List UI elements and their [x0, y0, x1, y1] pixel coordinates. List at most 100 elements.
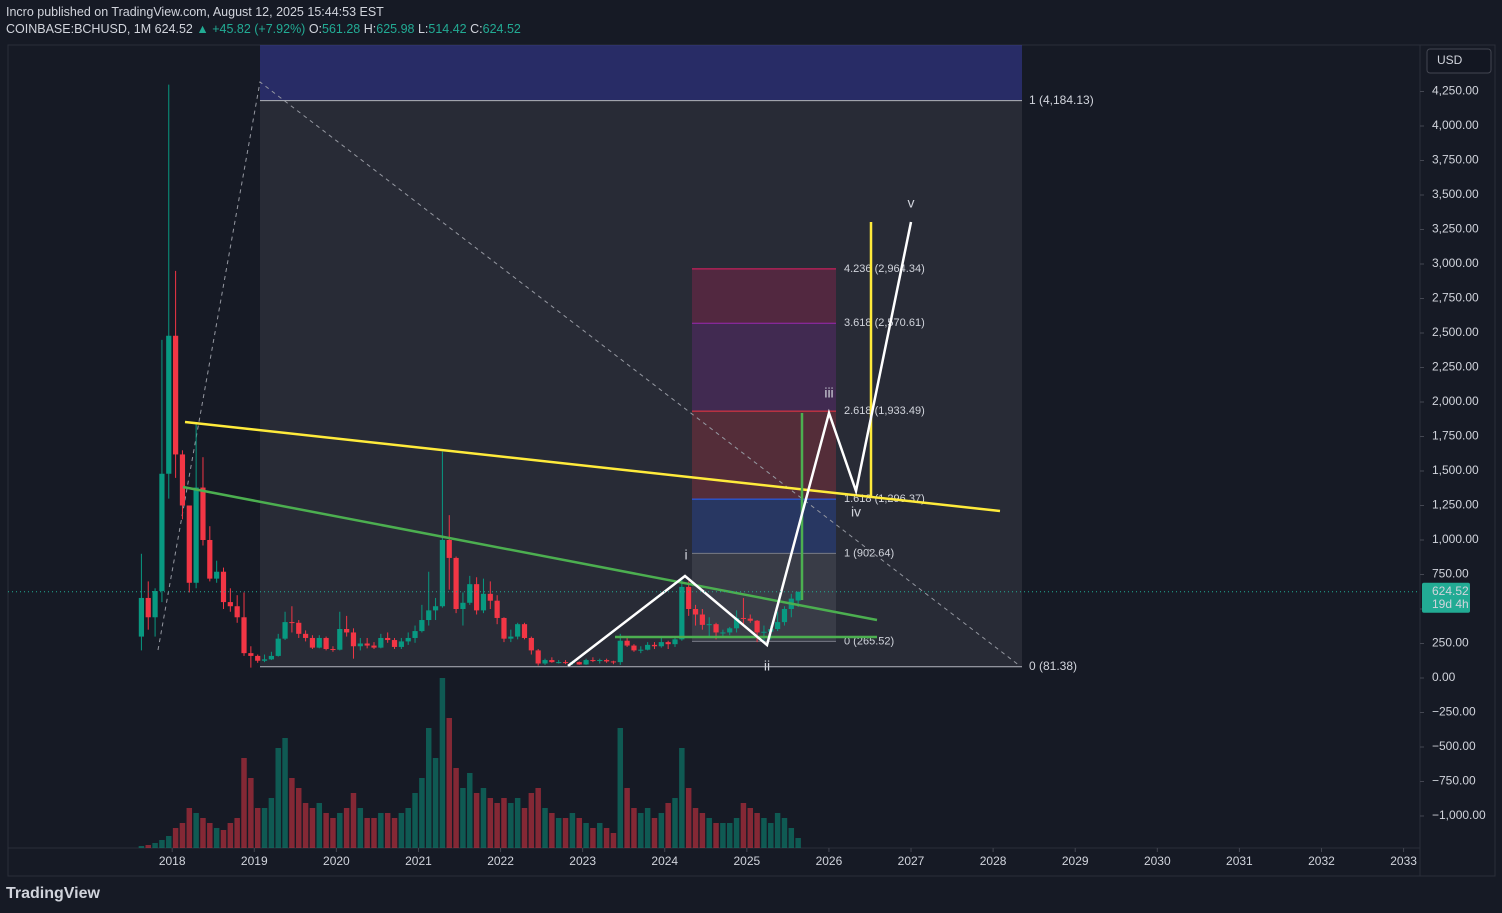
volume-bar: [761, 818, 767, 848]
ohlc-value: 561.28: [322, 22, 361, 36]
volume-bar: [535, 788, 541, 848]
candle-body: [316, 637, 322, 648]
volume-bar: [213, 828, 220, 848]
candle-body: [412, 631, 418, 638]
fib-label: 1 (4,184.13): [1029, 93, 1094, 107]
candle-body: [275, 638, 281, 656]
y-tick-label: 3,750.00: [1432, 153, 1479, 167]
volume-bar: [241, 758, 247, 848]
candle-body: [597, 660, 603, 662]
candle-body: [651, 644, 658, 647]
volume-bar: [296, 788, 302, 848]
volume-bar: [398, 813, 405, 848]
fib-band: [692, 323, 836, 412]
candle-body: [405, 637, 411, 642]
candle-body: [166, 335, 172, 474]
candle-body: [542, 660, 548, 664]
y-tick-label: 3,000.00: [1432, 256, 1479, 270]
y-tick-label: 3,500.00: [1432, 187, 1479, 201]
x-tick-label: 2030: [1144, 854, 1171, 868]
x-tick-label: 2029: [1062, 854, 1089, 868]
y-tick-label: 2,500.00: [1432, 325, 1479, 339]
volume-bar: [248, 778, 254, 848]
candle-body: [378, 637, 384, 648]
candle-body: [720, 632, 726, 634]
candle-body: [385, 637, 391, 641]
last-price: 624.52: [154, 22, 193, 36]
candle-body: [494, 600, 500, 618]
volume-bar: [159, 840, 165, 848]
candle-body: [638, 649, 644, 651]
volume-bar: [740, 803, 747, 848]
x-tick-label: 2021: [405, 854, 432, 868]
candles: [138, 84, 801, 668]
ohlc: O:561.28 H:625.98 L:514.42 C:624.52: [309, 22, 521, 36]
volume-bar: [781, 818, 788, 848]
volume-bar: [795, 838, 801, 848]
change: ▲ +45.82 (+7.92%): [196, 22, 306, 36]
volume-bar: [350, 793, 357, 848]
candle-body: [576, 662, 582, 665]
volume-bar: [685, 788, 692, 848]
volume-bar: [138, 846, 145, 848]
candle-body: [323, 637, 329, 650]
candle-body: [583, 660, 589, 665]
fib-zone: [260, 45, 1022, 667]
volume-bar: [316, 803, 323, 848]
price-tag: [1422, 582, 1470, 613]
countdown: 19d 4h: [1432, 597, 1469, 611]
volume-bar: [282, 738, 288, 848]
volume-bar: [610, 833, 617, 848]
candle-body: [357, 643, 363, 647]
y-tick-label: 3,250.00: [1432, 222, 1479, 236]
volume-bar: [706, 818, 712, 848]
candle-body: [344, 629, 350, 633]
candle-body: [733, 617, 740, 629]
volume-bar: [200, 818, 206, 848]
y-tick-label: −750.00: [1432, 774, 1476, 788]
volume-bar: [179, 823, 186, 848]
candle-body: [337, 629, 343, 650]
logo: TradingView: [6, 885, 101, 902]
candle-body: [781, 608, 788, 623]
candle-body: [453, 557, 459, 609]
candle-body: [371, 645, 377, 648]
y-tick-label: −1,000.00: [1432, 808, 1486, 822]
candle-body: [152, 591, 158, 618]
fib-top-zone: [260, 45, 1022, 100]
candle-body: [268, 655, 274, 660]
candle-body: [672, 639, 678, 645]
x-tick-label: 2024: [651, 854, 678, 868]
x-tick-label: 2028: [980, 854, 1007, 868]
volume-bar: [514, 798, 521, 848]
volume-bar: [617, 728, 624, 848]
volume-bar: [699, 813, 706, 848]
candle-body: [391, 640, 398, 647]
ohlc-value: 625.98: [376, 22, 415, 36]
x-tick-label: 2026: [816, 854, 843, 868]
volume-bar: [555, 818, 562, 848]
wave-path: [567, 221, 913, 667]
frame: [7, 44, 1496, 877]
volume-bar: [261, 808, 268, 848]
volume-bar: [378, 813, 384, 848]
volume-bar: [145, 845, 151, 848]
candle-body: [207, 539, 213, 579]
fib-band: [692, 268, 836, 324]
y-tick-label: 4,000.00: [1432, 118, 1479, 132]
x-tick-label: 2032: [1308, 854, 1335, 868]
price-tag-label: 624.52: [1432, 584, 1469, 598]
fib-label: 3.618 (2,570.61): [844, 317, 925, 329]
y-tick-label: 2,000.00: [1432, 394, 1479, 408]
volume-bar: [576, 818, 582, 848]
candle-body: [248, 653, 254, 656]
volume-bar: [583, 823, 589, 848]
volume-bar: [309, 808, 316, 848]
candle-body: [679, 586, 685, 640]
candle-body: [173, 335, 179, 455]
volume-bar: [528, 793, 535, 848]
y-tick-label: 0.00: [1432, 670, 1456, 684]
candle-body: [706, 624, 712, 626]
